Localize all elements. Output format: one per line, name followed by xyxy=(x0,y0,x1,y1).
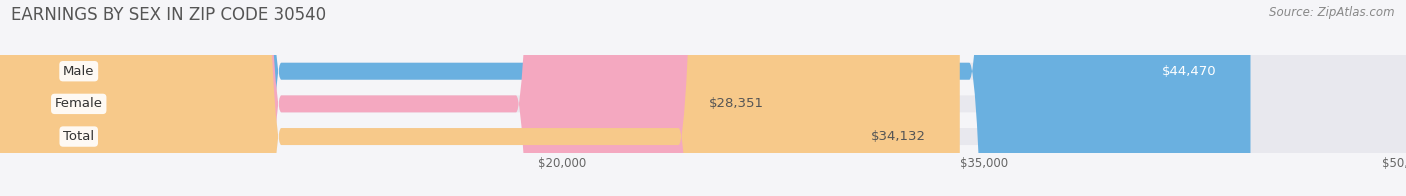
FancyBboxPatch shape xyxy=(0,0,797,196)
Text: Male: Male xyxy=(63,65,94,78)
Text: $34,132: $34,132 xyxy=(872,130,927,143)
Text: Total: Total xyxy=(63,130,94,143)
FancyBboxPatch shape xyxy=(0,0,1250,196)
Text: EARNINGS BY SEX IN ZIP CODE 30540: EARNINGS BY SEX IN ZIP CODE 30540 xyxy=(11,6,326,24)
FancyBboxPatch shape xyxy=(0,0,960,196)
Text: Female: Female xyxy=(55,97,103,110)
Text: $28,351: $28,351 xyxy=(709,97,763,110)
Text: Source: ZipAtlas.com: Source: ZipAtlas.com xyxy=(1270,6,1395,19)
Text: $44,470: $44,470 xyxy=(1163,65,1216,78)
